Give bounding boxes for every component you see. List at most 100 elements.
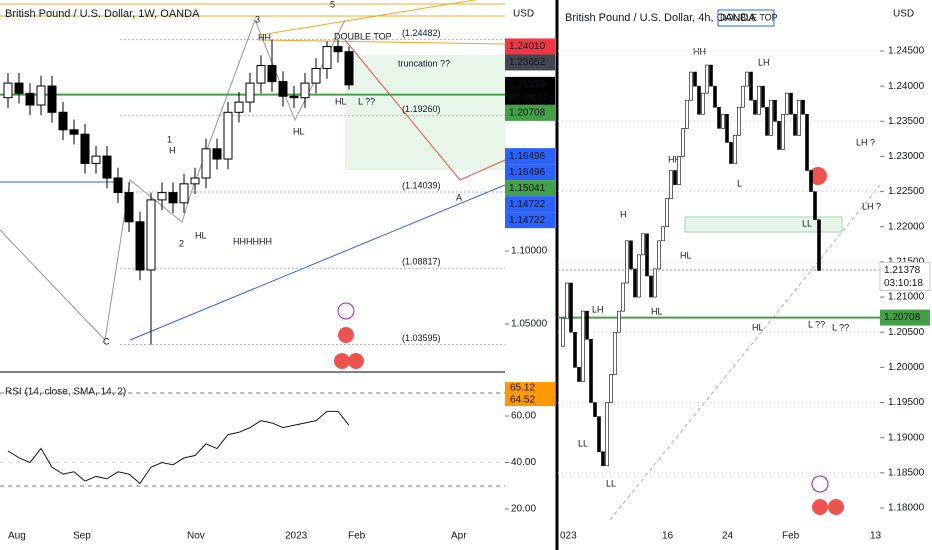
wave-label: 1 <box>167 134 172 144</box>
candle-body <box>737 106 741 136</box>
candle-body <box>745 71 749 87</box>
candle-body <box>629 240 633 270</box>
time-label: Feb <box>348 531 366 542</box>
wave-label: C <box>103 336 110 346</box>
price-label: 1.14722 <box>509 199 546 210</box>
candle-body <box>665 198 669 228</box>
candle-body <box>605 402 609 467</box>
candle-body <box>749 71 753 101</box>
support-zone <box>684 216 843 233</box>
annotation: HL <box>651 306 663 316</box>
candle-body <box>311 68 321 84</box>
price-tick-label: 1.24500 <box>888 46 925 57</box>
price-label: 1.24010 <box>509 41 546 52</box>
candle-body <box>713 85 717 108</box>
wave-label: A <box>456 192 462 202</box>
candle-body <box>717 106 721 129</box>
annotation: HL <box>335 96 347 106</box>
price-tick-label: 1.18500 <box>888 467 925 478</box>
candle-body <box>681 128 685 157</box>
annotation: LH ? <box>856 137 875 147</box>
candle-body <box>14 82 24 94</box>
price-label-box <box>505 54 555 71</box>
candle-body <box>344 51 354 86</box>
event-icon <box>828 499 844 515</box>
candle-body <box>741 85 745 108</box>
candle-body <box>573 331 577 368</box>
orange-line <box>259 39 506 45</box>
rsi-tick-label: 20.00 <box>511 504 536 515</box>
time-label: Sep <box>73 531 91 542</box>
price-label: 1.20708 <box>884 312 921 323</box>
event-icon <box>334 353 350 369</box>
time-label: 24 <box>722 531 734 542</box>
time-label: 16 <box>662 531 674 542</box>
orange-line <box>259 0 478 36</box>
candle-body <box>3 82 13 99</box>
price-label: 1.23652 <box>509 57 546 68</box>
currency: USD <box>513 9 534 20</box>
annotation: HL <box>752 322 764 332</box>
candle-body <box>245 82 255 103</box>
rsi-line <box>7 410 350 485</box>
annotation: LL <box>606 478 616 488</box>
candle-body <box>753 99 757 115</box>
candle-body <box>179 183 189 204</box>
annotation: LL <box>578 438 588 448</box>
candle-body <box>300 82 310 99</box>
countdown: 03:10:18 <box>884 278 923 289</box>
candle-body <box>729 142 733 164</box>
candle-body <box>581 310 585 382</box>
candle-body <box>769 99 773 136</box>
projection-line <box>344 39 506 181</box>
candle-body <box>201 148 211 179</box>
candle-body <box>797 99 801 136</box>
candle-body <box>565 282 569 319</box>
time-label: Nov <box>187 531 205 542</box>
event-icon <box>811 475 829 493</box>
candle-body <box>597 416 601 453</box>
candle-body <box>102 155 112 179</box>
candle-body <box>777 120 781 150</box>
candle-body <box>781 113 785 150</box>
annotation: truncation ?? <box>398 58 450 68</box>
candle-body <box>47 85 57 113</box>
price-tick-label: 1.23000 <box>888 151 925 162</box>
price-tick-label: 1.21000 <box>888 292 925 303</box>
candle-body <box>721 113 725 129</box>
candle-body <box>693 71 697 87</box>
price-label-box <box>505 164 555 181</box>
candle-body <box>725 113 729 143</box>
price-tick-label: 1.19500 <box>888 397 925 408</box>
price-label: 1.20708 <box>509 108 546 119</box>
annotation: HH <box>693 46 706 56</box>
candle-body <box>278 81 288 97</box>
candle-body <box>625 240 629 284</box>
candle-body <box>809 170 813 192</box>
badge-box <box>717 9 775 27</box>
candle-body <box>168 192 178 204</box>
annotation: LH ? <box>862 201 881 211</box>
time-label: Feb <box>782 531 800 542</box>
candle-body <box>613 331 617 375</box>
fib-label: (1.03595) <box>402 333 441 343</box>
candle-body <box>157 192 167 201</box>
wave-label: 2 <box>179 238 184 248</box>
time-label: 13 <box>870 531 882 542</box>
event-icon <box>338 327 354 343</box>
price-tick-label: 1.20000 <box>888 362 925 373</box>
candle-body <box>223 111 233 160</box>
annotation: HL <box>195 230 207 240</box>
candle-body <box>793 113 797 136</box>
badge: DOUBLE TOP <box>720 12 778 22</box>
annotation: H <box>169 145 176 155</box>
candle-body <box>585 310 589 340</box>
candle-body <box>58 111 68 131</box>
price-label-box <box>505 38 555 55</box>
candle-body <box>701 92 705 115</box>
candle-body <box>653 268 657 298</box>
annotation: L ?? <box>808 319 825 329</box>
candle-body <box>645 233 649 277</box>
rsi-value: 64.52 <box>510 395 535 406</box>
price-tick-label: 1.05000 <box>511 319 548 330</box>
